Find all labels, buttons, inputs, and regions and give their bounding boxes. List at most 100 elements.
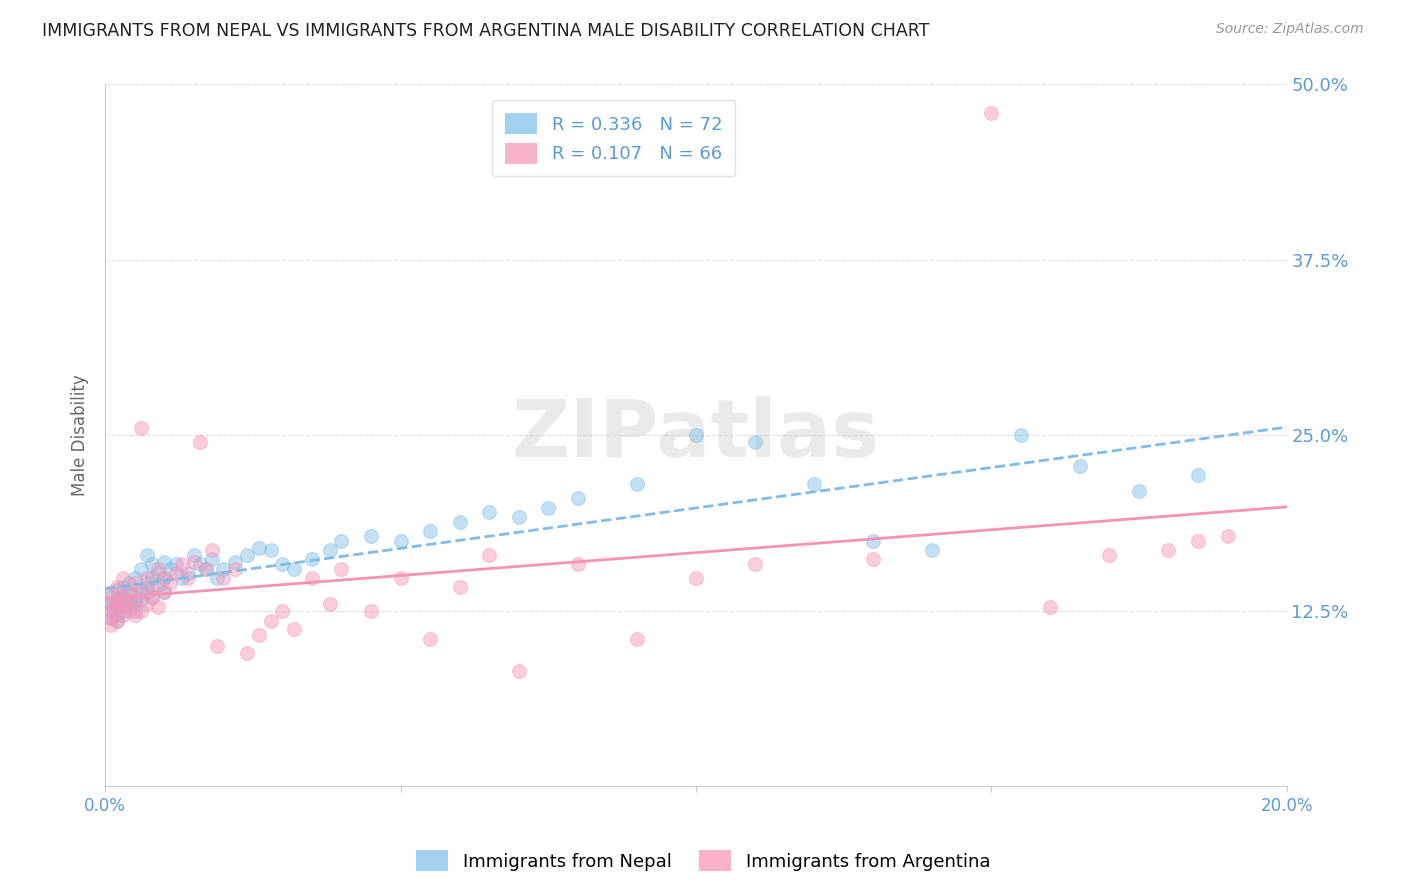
Point <box>135 575 157 590</box>
Point <box>1187 533 1209 548</box>
Point <box>105 592 128 607</box>
Point <box>100 597 122 611</box>
Point <box>389 571 412 585</box>
Point <box>301 551 323 566</box>
Point <box>626 632 648 646</box>
Point <box>124 590 146 604</box>
Point <box>360 604 382 618</box>
Point <box>111 571 134 585</box>
Point <box>105 607 128 622</box>
Legend: Immigrants from Nepal, Immigrants from Argentina: Immigrants from Nepal, Immigrants from A… <box>409 843 997 879</box>
Legend: R = 0.336   N = 72, R = 0.107   N = 66: R = 0.336 N = 72, R = 0.107 N = 66 <box>492 101 735 177</box>
Point <box>118 575 141 590</box>
Text: IMMIGRANTS FROM NEPAL VS IMMIGRANTS FROM ARGENTINA MALE DISABILITY CORRELATION C: IMMIGRANTS FROM NEPAL VS IMMIGRANTS FROM… <box>42 22 929 40</box>
Point <box>1010 428 1032 442</box>
Point <box>105 614 128 628</box>
Point <box>111 604 134 618</box>
Point <box>200 551 222 566</box>
Point <box>212 561 235 575</box>
Point <box>212 571 235 585</box>
Point <box>1128 484 1150 499</box>
Point <box>508 509 530 524</box>
Point <box>141 590 163 604</box>
Point <box>100 611 122 625</box>
Point <box>862 551 884 566</box>
Point <box>247 627 270 641</box>
Point <box>183 548 205 562</box>
Point <box>118 597 141 611</box>
Point <box>177 571 200 585</box>
Point <box>153 585 176 599</box>
Point <box>283 561 305 575</box>
Point <box>478 506 501 520</box>
Point <box>165 566 187 580</box>
Point <box>236 646 259 660</box>
Point <box>100 597 122 611</box>
Point <box>318 597 340 611</box>
Point <box>419 524 441 538</box>
Point <box>980 105 1002 120</box>
Point <box>111 599 134 614</box>
Point <box>478 548 501 562</box>
Point <box>803 477 825 491</box>
Point <box>188 558 211 572</box>
Point <box>921 543 943 558</box>
Point <box>183 555 205 569</box>
Point <box>537 501 560 516</box>
Point <box>170 571 193 585</box>
Point <box>159 561 181 575</box>
Point <box>153 555 176 569</box>
Point <box>124 575 146 590</box>
Point <box>111 580 134 594</box>
Point <box>105 580 128 594</box>
Point <box>129 561 152 575</box>
Point <box>744 558 766 572</box>
Point <box>1157 543 1180 558</box>
Point <box>259 543 281 558</box>
Point <box>105 594 128 608</box>
Point <box>188 435 211 450</box>
Point <box>100 611 122 625</box>
Point <box>111 590 134 604</box>
Point <box>271 604 294 618</box>
Point <box>153 571 176 585</box>
Point <box>118 585 141 599</box>
Point <box>419 632 441 646</box>
Point <box>626 477 648 491</box>
Point <box>194 561 217 575</box>
Point <box>301 571 323 585</box>
Point <box>1069 459 1091 474</box>
Point <box>744 435 766 450</box>
Point <box>283 622 305 636</box>
Point <box>100 585 122 599</box>
Point <box>118 594 141 608</box>
Point <box>330 561 353 575</box>
Point <box>1039 599 1062 614</box>
Point <box>508 664 530 678</box>
Point <box>207 571 229 585</box>
Point <box>129 585 152 599</box>
Point <box>177 566 200 580</box>
Point <box>247 541 270 555</box>
Point <box>360 529 382 543</box>
Point <box>207 639 229 653</box>
Point <box>124 571 146 585</box>
Y-axis label: Male Disability: Male Disability <box>72 375 89 496</box>
Point <box>124 604 146 618</box>
Point <box>135 571 157 585</box>
Point <box>141 558 163 572</box>
Point <box>111 607 134 622</box>
Point <box>118 604 141 618</box>
Point <box>148 566 170 580</box>
Point <box>148 561 170 575</box>
Point <box>224 561 246 575</box>
Point <box>135 585 157 599</box>
Point <box>194 561 217 575</box>
Point <box>148 599 170 614</box>
Point <box>129 604 152 618</box>
Point <box>105 582 128 597</box>
Text: Source: ZipAtlas.com: Source: ZipAtlas.com <box>1216 22 1364 37</box>
Point <box>100 590 122 604</box>
Point <box>685 428 707 442</box>
Point <box>449 580 471 594</box>
